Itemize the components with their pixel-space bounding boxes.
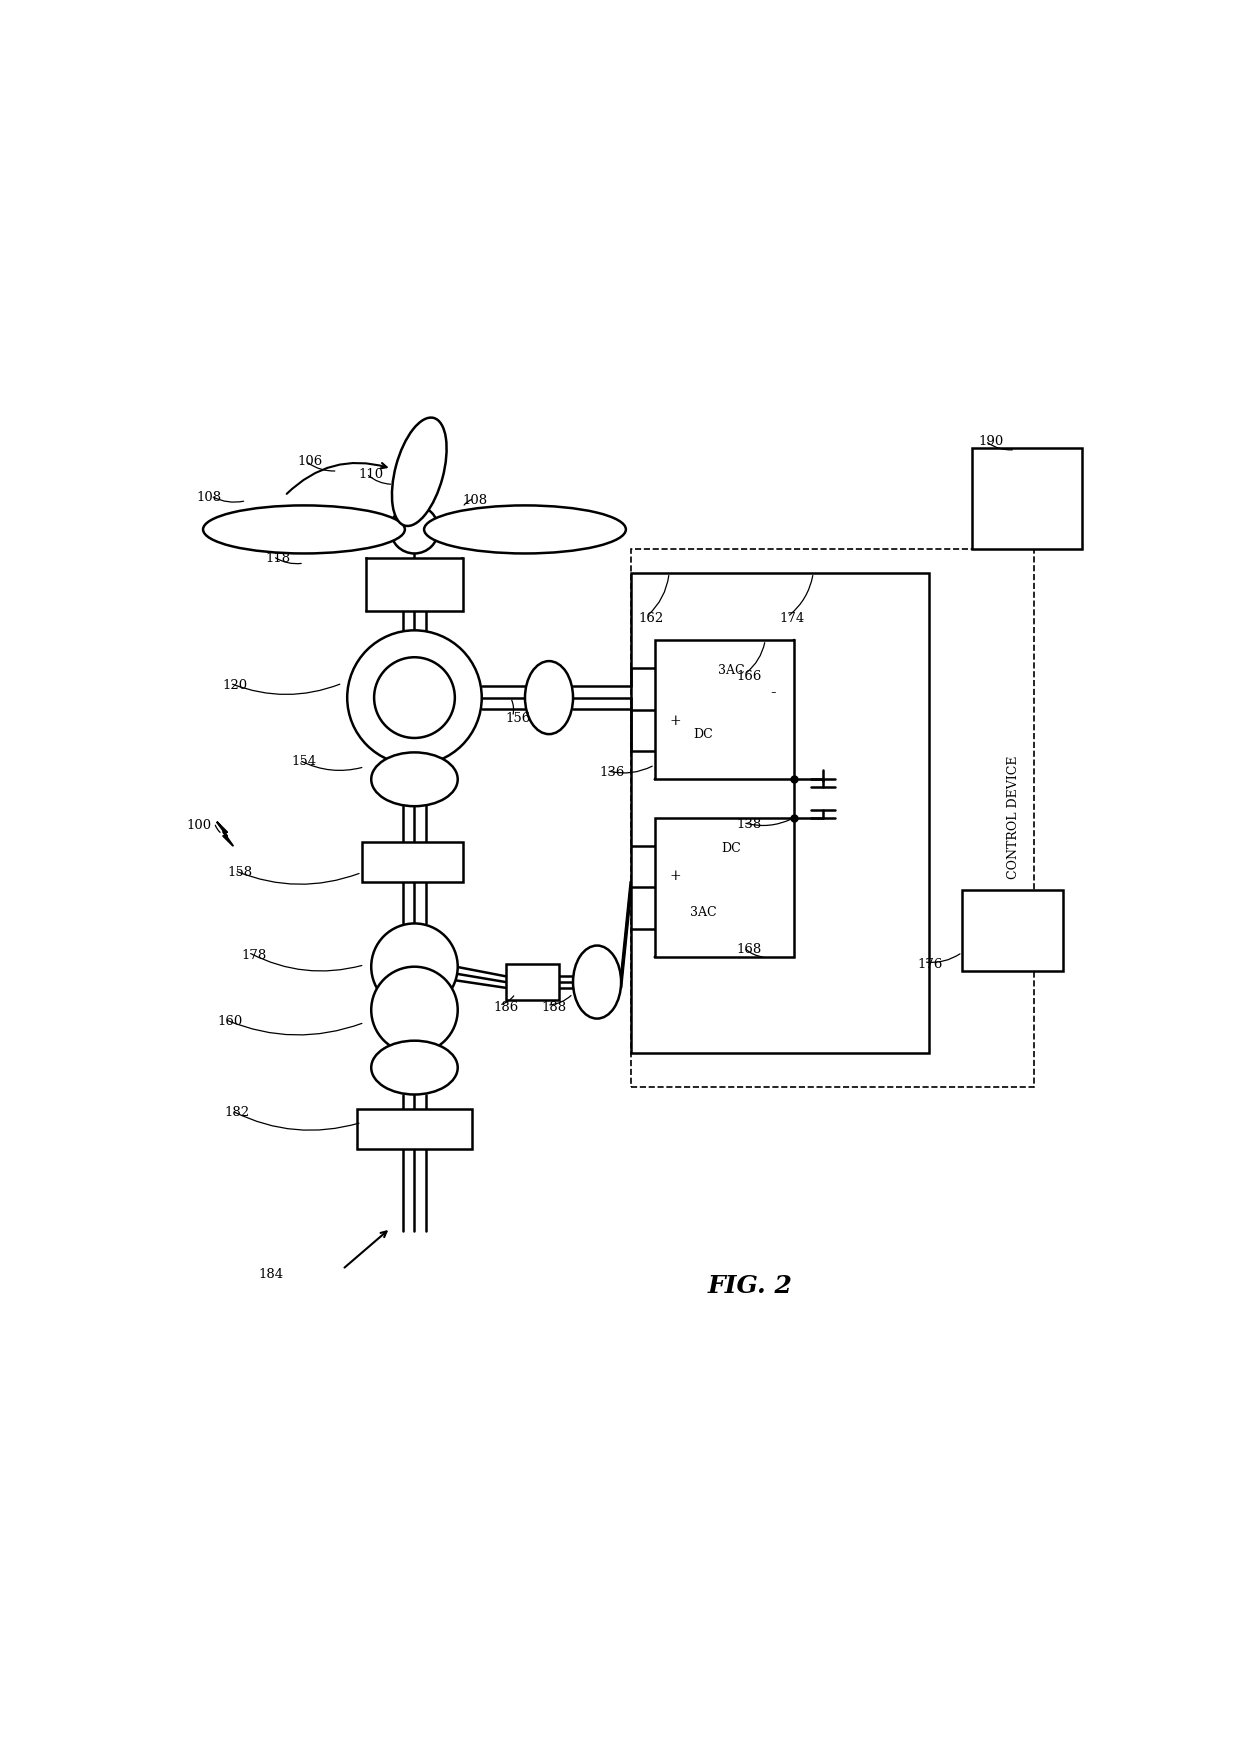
Bar <box>506 964 558 1001</box>
Text: DC: DC <box>722 842 742 855</box>
Ellipse shape <box>203 506 404 553</box>
Text: 184: 184 <box>259 1267 284 1281</box>
Ellipse shape <box>573 946 621 1018</box>
Text: 108: 108 <box>196 492 222 504</box>
Text: 3AC: 3AC <box>691 906 717 920</box>
Ellipse shape <box>371 1041 458 1094</box>
Text: 158: 158 <box>227 865 252 879</box>
Ellipse shape <box>392 418 446 527</box>
Text: 166: 166 <box>737 670 761 684</box>
Text: +: + <box>670 714 682 728</box>
Text: 138: 138 <box>737 818 761 832</box>
Text: 168: 168 <box>737 943 761 957</box>
Text: 120: 120 <box>222 678 248 692</box>
Ellipse shape <box>371 967 458 1054</box>
Text: 106: 106 <box>298 455 322 467</box>
Bar <box>362 842 463 883</box>
Text: CONTROL DEVICE: CONTROL DEVICE <box>1007 756 1019 879</box>
Text: -: - <box>770 684 776 701</box>
Text: 110: 110 <box>358 469 384 481</box>
Bar <box>655 818 794 957</box>
Bar <box>631 573 929 1054</box>
Bar <box>655 640 794 779</box>
Text: +: + <box>670 869 682 883</box>
Text: 188: 188 <box>542 1001 567 1013</box>
Bar <box>367 559 463 611</box>
Ellipse shape <box>371 923 458 1010</box>
Text: 182: 182 <box>224 1107 249 1119</box>
Ellipse shape <box>525 661 573 735</box>
Text: 136: 136 <box>599 766 625 779</box>
Ellipse shape <box>424 506 626 553</box>
Text: 156: 156 <box>506 712 531 726</box>
Text: 3AC: 3AC <box>718 664 745 677</box>
Ellipse shape <box>374 657 455 738</box>
Text: 154: 154 <box>291 756 316 768</box>
Ellipse shape <box>391 506 439 553</box>
Ellipse shape <box>371 752 458 807</box>
Ellipse shape <box>347 631 481 765</box>
Text: 108: 108 <box>463 493 487 507</box>
Text: 176: 176 <box>918 959 942 971</box>
Text: 190: 190 <box>978 435 1004 449</box>
Bar <box>962 890 1063 971</box>
Text: 178: 178 <box>242 948 267 962</box>
Text: 118: 118 <box>265 552 290 566</box>
Text: 162: 162 <box>639 613 663 626</box>
Text: 160: 160 <box>217 1015 243 1027</box>
Text: FIG. 2: FIG. 2 <box>708 1274 792 1299</box>
Bar <box>631 548 1034 1087</box>
Text: 186: 186 <box>494 1001 518 1013</box>
Text: DC: DC <box>693 728 713 742</box>
Bar <box>357 1108 472 1149</box>
Text: 174: 174 <box>780 613 805 626</box>
Text: 100: 100 <box>187 819 212 832</box>
Bar <box>972 448 1083 548</box>
